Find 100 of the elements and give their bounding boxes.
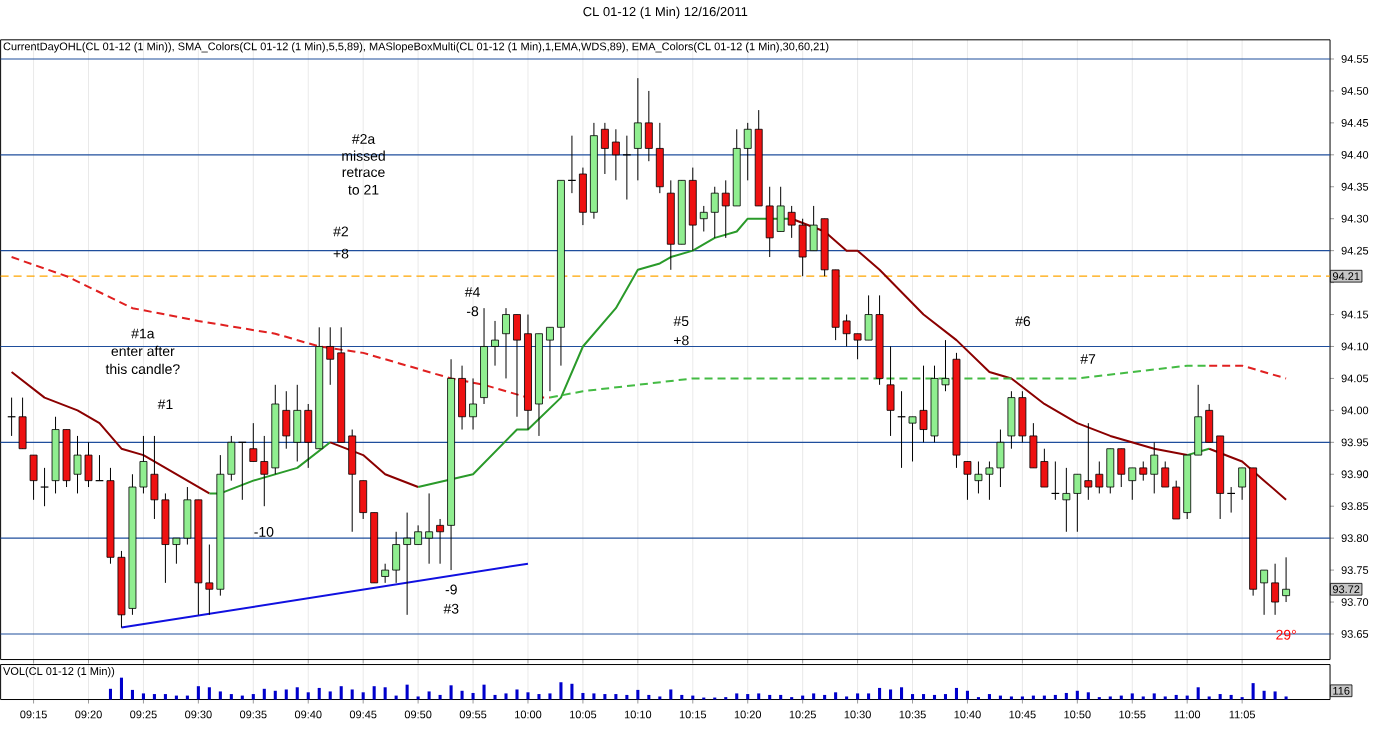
line-series [329,441,420,489]
x-tick-label: 09:35 [239,710,267,719]
candlestick [502,307,510,380]
bar [1251,683,1255,700]
x-tick-label: 10:35 [899,710,926,719]
x-tick-label: 09:25 [130,710,157,719]
x-tick-label: 09:50 [404,710,432,719]
bar [801,695,805,700]
bar [1218,694,1222,700]
candlestick [1095,461,1104,495]
annotation: 29° [1276,630,1296,640]
bar [284,689,288,700]
bar [141,693,145,700]
bar [812,693,816,700]
bar [1075,691,1079,700]
bar [328,691,332,700]
y-tick-label: 93.80 [1341,534,1369,543]
x-tick-label: 09:15 [20,710,47,719]
annotation: #2a [351,134,376,145]
bar [856,693,860,700]
bar [1152,693,1156,700]
bar [1064,693,1068,700]
candlestick [1271,563,1280,616]
bar [515,689,519,700]
x-tick-label: 10:10 [624,710,652,719]
annotation: #1 [157,399,173,410]
annotation: to 21 [348,185,379,195]
bar [416,696,420,700]
x-tick-label: 10:00 [515,710,542,719]
bar [471,693,475,700]
candlestick [710,186,719,239]
x-tick-label: 09:45 [349,710,377,719]
candlestick [436,518,444,565]
bar [1053,695,1057,700]
annotation: +8 [333,248,349,259]
candlestick [326,327,335,386]
bar [218,691,222,700]
candlestick [469,378,477,431]
bar [273,691,277,700]
bar [1207,696,1211,700]
bar [921,694,926,700]
candlestick [842,314,851,348]
x-tick-label: 10:40 [954,710,981,719]
x-tick-label: 10:25 [789,710,816,719]
candlestick [1062,467,1071,533]
y-tick-label: 94.30 [1341,215,1369,223]
bar [174,695,178,700]
bar [636,690,640,700]
bar [1009,696,1013,700]
candlestick [491,320,499,367]
x-tick-label: 11:00 [1174,710,1201,719]
x-tick-label: 09:30 [185,710,212,719]
bar [493,695,497,700]
candlestick [941,339,950,392]
candlestick [787,205,796,239]
bar [196,686,200,700]
y-tick-label: 94.45 [1341,119,1369,127]
bar [548,693,552,700]
bar [1262,691,1266,700]
bar [910,694,915,700]
bar [592,693,596,700]
candlestick [721,180,730,239]
bar [1196,687,1200,700]
bar [537,694,541,700]
annotation: #6 [1015,316,1031,327]
x-tick-label: 10:20 [734,710,762,719]
bar [383,687,387,700]
x-tick-label: 10:45 [1009,710,1036,719]
bar [526,692,530,700]
x-tick-label: 10:55 [1119,710,1146,719]
bar [954,688,959,700]
candlestick [1073,474,1082,533]
bar [735,693,739,700]
bar [625,695,629,700]
line-series [208,441,332,495]
bar [504,693,508,700]
candlestick [611,129,620,182]
bar [229,694,233,700]
annotation: #2 [333,226,349,237]
bar [823,695,827,700]
bar [394,695,398,700]
candlestick [963,461,972,501]
annotation: 93.72 [1332,585,1360,594]
x-tick-label: 10:50 [1064,710,1091,719]
bar [691,695,695,700]
candlestick [853,333,862,361]
annotation: CurrentDayOHL(CL 01-12 (1 Min)), SMA_Colors(CL 01-12 (1 Min),5,5,89), MASlopeBoxMulti(CL 01-12 (1 Min),1,EMA,WDS,89), EMA_Colors(CL 01-12 (1 Min),30,60,21) [3,42,829,53]
bar [900,687,904,700]
candlestick [974,461,983,495]
candlestick [985,461,994,501]
bar [1141,696,1145,700]
candlestick [40,467,49,507]
bar [724,697,728,700]
candlestick [1150,442,1159,495]
x-tick-label: 11:05 [1229,710,1256,719]
y-tick-label: 94.25 [1341,247,1369,255]
bar [317,688,321,700]
bar [1273,691,1277,700]
candlestick [172,537,181,565]
candlestick [1161,461,1170,488]
